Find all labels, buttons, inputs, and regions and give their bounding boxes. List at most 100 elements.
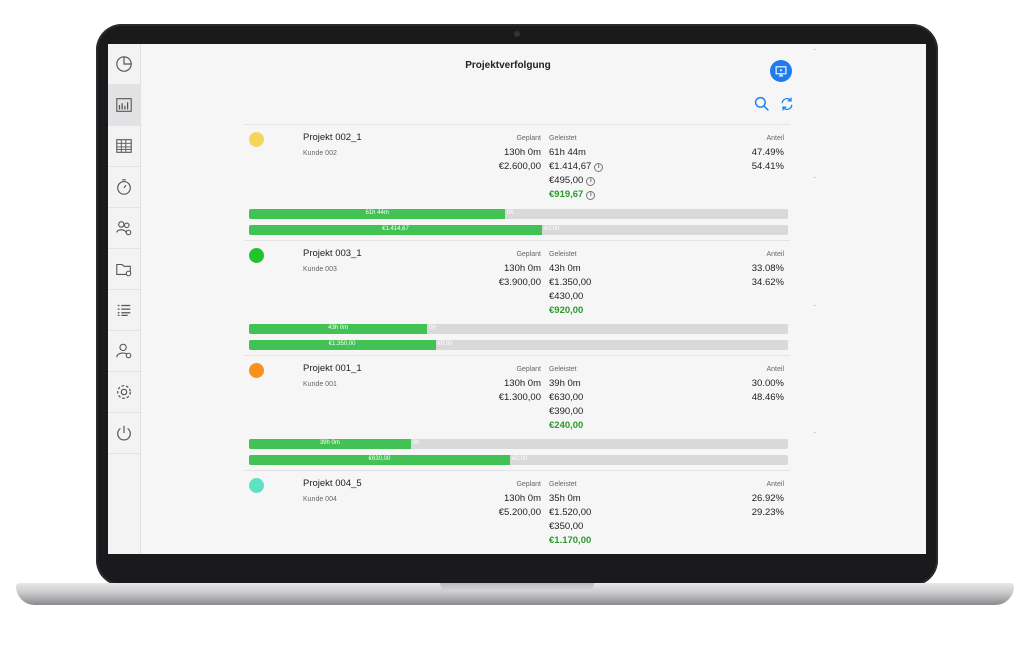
sidebar-item-projects[interactable]: [108, 249, 140, 290]
done-label: Geleistet: [549, 366, 577, 373]
planned-money: €2.600,00: [498, 161, 541, 172]
money-progress-bar: €1.414,67 €0,00: [249, 225, 788, 235]
share-label: Anteil: [766, 481, 784, 488]
share-label: Anteil: [766, 366, 784, 373]
done-extra: €350,00: [549, 521, 584, 532]
search-icon[interactable]: [754, 96, 770, 112]
project-row[interactable]: Projekt 002_1 Kunde 002 Geplant 130h 0m …: [244, 126, 790, 242]
planned-time: 130h 0m: [504, 147, 541, 158]
done-money-line: €1.414,67 i: [549, 160, 604, 174]
sidebar-item-logout[interactable]: [108, 413, 140, 454]
time-progress-bar: 43h 0m 0h: [249, 324, 788, 334]
planned-values: 130h 0m €3.900,00: [421, 262, 541, 290]
planned-label: Geplant: [516, 251, 541, 258]
planned-values: 130h 0m €1.300,00: [421, 377, 541, 405]
time-progress-fill: [249, 439, 411, 449]
planned-money: €5.200,00: [498, 507, 541, 518]
project-color-dot: [249, 478, 264, 493]
sidebar-item-calendar[interactable]: [108, 126, 140, 167]
planned-values: 130h 0m €2.600,00: [421, 146, 541, 174]
edge-tick: [814, 432, 816, 433]
info-icon[interactable]: i: [594, 162, 604, 172]
money-progress-fill: [249, 225, 543, 235]
done-money: €1.414,67: [549, 161, 592, 172]
user-settings-icon: [116, 343, 132, 359]
share-money: 54.41%: [751, 161, 784, 172]
money-progress-rest: €0,00: [544, 226, 560, 232]
share-values: 47.49% 54.41%: [752, 146, 784, 174]
planned-label: Geplant: [516, 481, 541, 488]
project-row[interactable]: Projekt 004_5 Kunde 004 Geplant 130h 0m …: [244, 472, 790, 554]
done-extra-line: €495,00 i: [549, 174, 603, 188]
sidebar-item-list[interactable]: [108, 290, 140, 331]
sidebar-item-timer[interactable]: [108, 167, 140, 208]
project-customer: Kunde 003: [303, 266, 337, 273]
info-icon[interactable]: i: [586, 190, 596, 200]
planned-values: 130h 0m €5.200,00: [421, 492, 541, 520]
done-money: €1.350,00: [549, 277, 592, 288]
project-customer: Kunde 004: [303, 496, 337, 503]
project-color-dot: [249, 363, 264, 378]
planned-money: €1.300,00: [498, 392, 541, 403]
done-money: €630,00: [549, 392, 584, 403]
time-progress-rest: 0h: [429, 325, 436, 331]
project-color-dot: [249, 132, 264, 147]
share-time: 26.92%: [751, 493, 784, 504]
sidebar: [108, 44, 141, 554]
share-time: 47.49%: [751, 147, 784, 158]
project-customer: Kunde 002: [303, 150, 337, 157]
time-progress-bar: 61h 44m 0h: [249, 209, 788, 219]
time-progress-rest: 0h: [506, 210, 514, 216]
sidebar-item-team[interactable]: [108, 208, 140, 249]
money-progress-rest: €0,00: [512, 456, 528, 462]
edge-tick: [814, 177, 816, 178]
project-name: Projekt 002_1: [303, 132, 362, 143]
sidebar-item-reports[interactable]: [108, 85, 140, 126]
project-customer: Kunde 001: [303, 381, 337, 388]
sidebar-item-settings[interactable]: [108, 372, 140, 413]
share-time: 30.00%: [751, 378, 784, 389]
share-money: 34.62%: [751, 277, 784, 288]
laptop-base: [16, 583, 1014, 605]
time-progress-bar: 39h 0m 0h: [249, 439, 788, 449]
planned-money: €3.900,00: [498, 277, 541, 288]
project-row[interactable]: Projekt 003_1 Kunde 003 Geplant 130h 0m …: [244, 242, 790, 358]
money-progress-bar: €630,00 €0,00: [249, 455, 788, 465]
presentation-button[interactable]: [770, 60, 792, 82]
time-progress-label: 61h 44m: [365, 210, 389, 216]
time-progress-fill: [249, 324, 428, 334]
done-rest: €1.170,00: [549, 535, 592, 546]
gear-icon: [117, 385, 131, 399]
money-progress-bar: €1.350,00 €0,00: [249, 340, 788, 350]
done-label: Geleistet: [549, 481, 577, 488]
money-progress-fill: [249, 340, 436, 350]
folder-settings-icon: [116, 263, 132, 277]
done-values: 43h 0m €1.350,00 €430,00 €920,00: [549, 262, 591, 318]
project-row[interactable]: Projekt 001_1 Kunde 001 Geplant 130h 0m …: [244, 357, 790, 473]
camera: [514, 31, 520, 37]
sidebar-item-users[interactable]: [108, 331, 140, 372]
sidebar-item-overview[interactable]: [108, 44, 140, 85]
edge-tick: [814, 305, 816, 306]
share-label: Anteil: [766, 135, 784, 142]
power-icon: [117, 425, 131, 441]
info-icon[interactable]: i: [586, 176, 596, 186]
money-progress-label: €630,00: [368, 456, 391, 462]
time-progress-rest: 0h: [412, 440, 420, 446]
project-name: Projekt 001_1: [303, 363, 362, 374]
list-icon: [117, 304, 131, 317]
done-label: Geleistet: [549, 251, 577, 258]
refresh-icon[interactable]: [779, 96, 795, 112]
done-values: 39h 0m €630,00 €390,00 €240,00: [549, 377, 583, 433]
done-extra: €430,00: [549, 291, 584, 302]
laptop-notch: [440, 583, 594, 591]
app-window: Projektverfolgung Projekt 002_1 Kunde 00…: [108, 44, 926, 554]
done-label: Geleistet: [549, 135, 577, 142]
team-settings-icon: [116, 221, 132, 236]
bar-chart-icon: [116, 98, 132, 112]
done-time: 43h 0m: [549, 263, 581, 274]
planned-time: 130h 0m: [504, 378, 541, 389]
project-name: Projekt 003_1: [303, 248, 362, 259]
calendar-grid-icon: [116, 139, 132, 153]
money-progress-fill: [249, 455, 511, 465]
